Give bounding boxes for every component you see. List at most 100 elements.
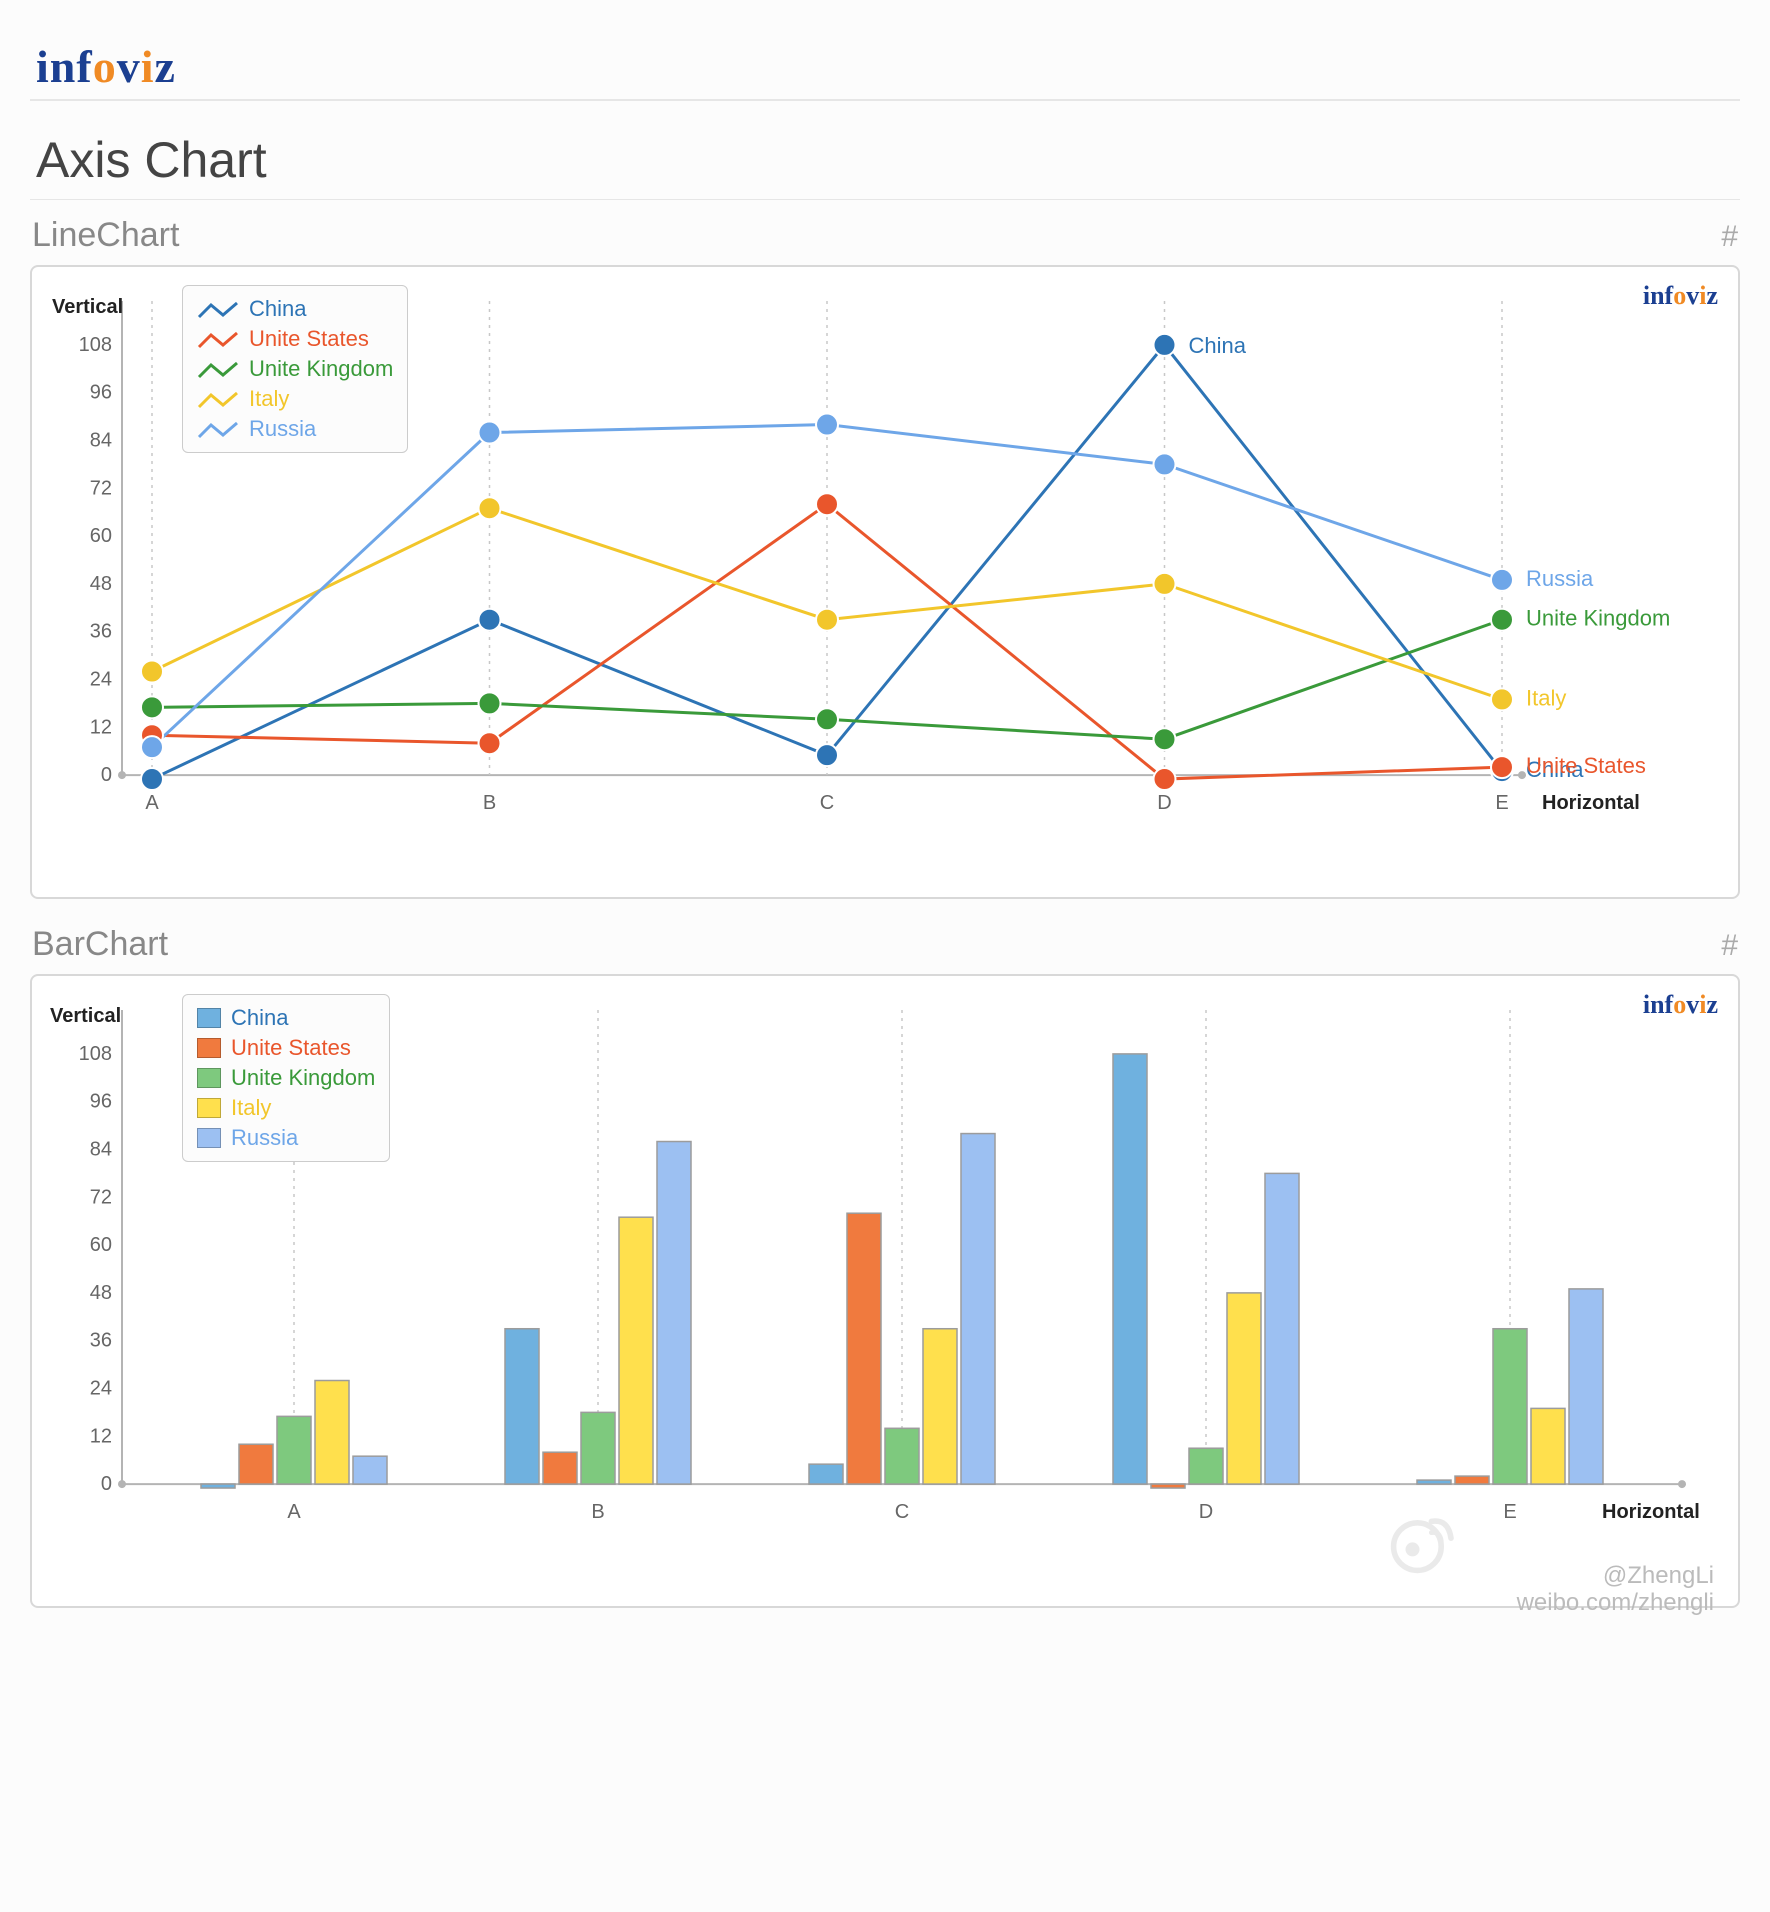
series-marker[interactable]: [1491, 569, 1513, 591]
x-tick-label: D: [1199, 1501, 1213, 1523]
x-tick-label: B: [483, 792, 496, 814]
bar-russia[interactable]: [961, 1134, 995, 1485]
legend-label: Unite States: [231, 1035, 351, 1061]
y-tick-label: 60: [90, 525, 112, 547]
section-anchor-hash[interactable]: #: [1721, 220, 1738, 254]
series-marker[interactable]: [1154, 334, 1176, 356]
bar-china[interactable]: [809, 1464, 843, 1484]
series-marker[interactable]: [816, 708, 838, 730]
page-title: Axis Chart: [36, 131, 1740, 189]
series-marker[interactable]: [141, 696, 163, 718]
series-marker[interactable]: [1154, 768, 1176, 790]
bar-us[interactable]: [239, 1444, 273, 1484]
y-tick-label: 108: [79, 334, 112, 356]
y-tick-label: 60: [90, 1234, 112, 1256]
legend-label: China: [249, 296, 306, 322]
title-divider: [30, 199, 1740, 200]
legend-label: Unite Kingdom: [231, 1065, 375, 1091]
legend-item-china[interactable]: China: [197, 294, 393, 324]
weibo-watermark-text: @ZhengLi weibo.com/zhengli: [1517, 1563, 1714, 1616]
y-tick-label: 108: [79, 1043, 112, 1065]
bar-us[interactable]: [847, 1213, 881, 1484]
legend-label: Russia: [231, 1125, 298, 1151]
y-tick-label: 36: [90, 621, 112, 643]
legend-item-uk[interactable]: Unite Kingdom: [197, 354, 393, 384]
y-tick-label: 24: [90, 1377, 112, 1399]
bar-russia[interactable]: [1265, 1173, 1299, 1484]
legend-item-us[interactable]: Unite States: [197, 324, 393, 354]
legend-item-uk[interactable]: Unite Kingdom: [197, 1063, 375, 1093]
bar-italy[interactable]: [1531, 1408, 1565, 1484]
series-marker[interactable]: [1154, 573, 1176, 595]
y-tick-label: 12: [90, 1425, 112, 1447]
legend-label: Unite States: [249, 326, 369, 352]
bar-us[interactable]: [1151, 1484, 1185, 1488]
series-marker[interactable]: [479, 732, 501, 754]
bar-china[interactable]: [201, 1484, 235, 1488]
legend-item-us[interactable]: Unite States: [197, 1033, 375, 1063]
legend-item-china[interactable]: China: [197, 1003, 375, 1033]
x-tick-label: E: [1503, 1501, 1516, 1523]
y-tick-label: 48: [90, 573, 112, 595]
series-marker[interactable]: [141, 661, 163, 683]
series-marker[interactable]: [1491, 609, 1513, 631]
brand-logo: infoviz: [36, 40, 1740, 93]
series-marker[interactable]: [1154, 728, 1176, 750]
series-end-label: Unite States: [1526, 753, 1646, 778]
bar-china[interactable]: [1417, 1480, 1451, 1484]
legend-label: Unite Kingdom: [249, 356, 393, 382]
legend-item-italy[interactable]: Italy: [197, 384, 393, 414]
series-marker[interactable]: [479, 497, 501, 519]
bar-uk[interactable]: [277, 1416, 311, 1484]
bar-us[interactable]: [1455, 1476, 1489, 1484]
series-marker[interactable]: [816, 493, 838, 515]
bar-china[interactable]: [505, 1329, 539, 1484]
bar-uk[interactable]: [1493, 1329, 1527, 1484]
series-peak-label-china: China: [1189, 333, 1247, 358]
legend-label: China: [231, 1005, 288, 1031]
legend-label: Russia: [249, 416, 316, 442]
legend-item-italy[interactable]: Italy: [197, 1093, 375, 1123]
section-name: LineChart: [32, 216, 179, 255]
y-tick-label: 84: [90, 429, 112, 451]
line-chart-legend: China Unite States Unite Kingdom Italy Russi…: [182, 285, 408, 453]
x-tick-label: B: [591, 1501, 604, 1523]
line-chart-card: infoviz China Unite States Unite Kingdom It…: [30, 265, 1740, 899]
bar-chart-legend: China Unite States Unite KingdomItalyRussi…: [182, 994, 390, 1162]
series-marker[interactable]: [1491, 688, 1513, 710]
bar-italy[interactable]: [923, 1329, 957, 1484]
legend-item-russia[interactable]: Russia: [197, 1123, 375, 1153]
legend-item-russia[interactable]: Russia: [197, 414, 393, 444]
y-tick-label: 96: [90, 382, 112, 404]
series-line-russia: [152, 425, 1502, 748]
bar-uk[interactable]: [885, 1428, 919, 1484]
y-tick-label: 84: [90, 1138, 112, 1160]
y-axis-title: Vertical: [50, 1005, 121, 1027]
series-marker[interactable]: [141, 736, 163, 758]
bar-us[interactable]: [543, 1452, 577, 1484]
series-marker[interactable]: [479, 422, 501, 444]
series-marker[interactable]: [141, 768, 163, 790]
series-marker[interactable]: [816, 609, 838, 631]
legend-label: Italy: [249, 386, 289, 412]
x-axis-title: Horizontal: [1542, 792, 1640, 814]
bar-italy[interactable]: [1227, 1293, 1261, 1484]
series-marker[interactable]: [816, 744, 838, 766]
series-marker[interactable]: [479, 609, 501, 631]
bar-china[interactable]: [1113, 1054, 1147, 1484]
series-marker[interactable]: [1154, 453, 1176, 475]
weibo-watermark-icon: [1388, 1506, 1458, 1576]
section-anchor-hash[interactable]: #: [1721, 929, 1738, 963]
bar-russia[interactable]: [657, 1142, 691, 1485]
bar-uk[interactable]: [1189, 1448, 1223, 1484]
bar-russia[interactable]: [353, 1456, 387, 1484]
bar-uk[interactable]: [581, 1412, 615, 1484]
bar-russia[interactable]: [1569, 1289, 1603, 1484]
series-marker[interactable]: [1491, 756, 1513, 778]
series-marker[interactable]: [479, 692, 501, 714]
series-marker[interactable]: [816, 414, 838, 436]
y-axis-title: Vertical: [52, 296, 123, 318]
card-brand-logo: infoviz: [1643, 281, 1718, 311]
bar-italy[interactable]: [619, 1217, 653, 1484]
bar-italy[interactable]: [315, 1381, 349, 1485]
